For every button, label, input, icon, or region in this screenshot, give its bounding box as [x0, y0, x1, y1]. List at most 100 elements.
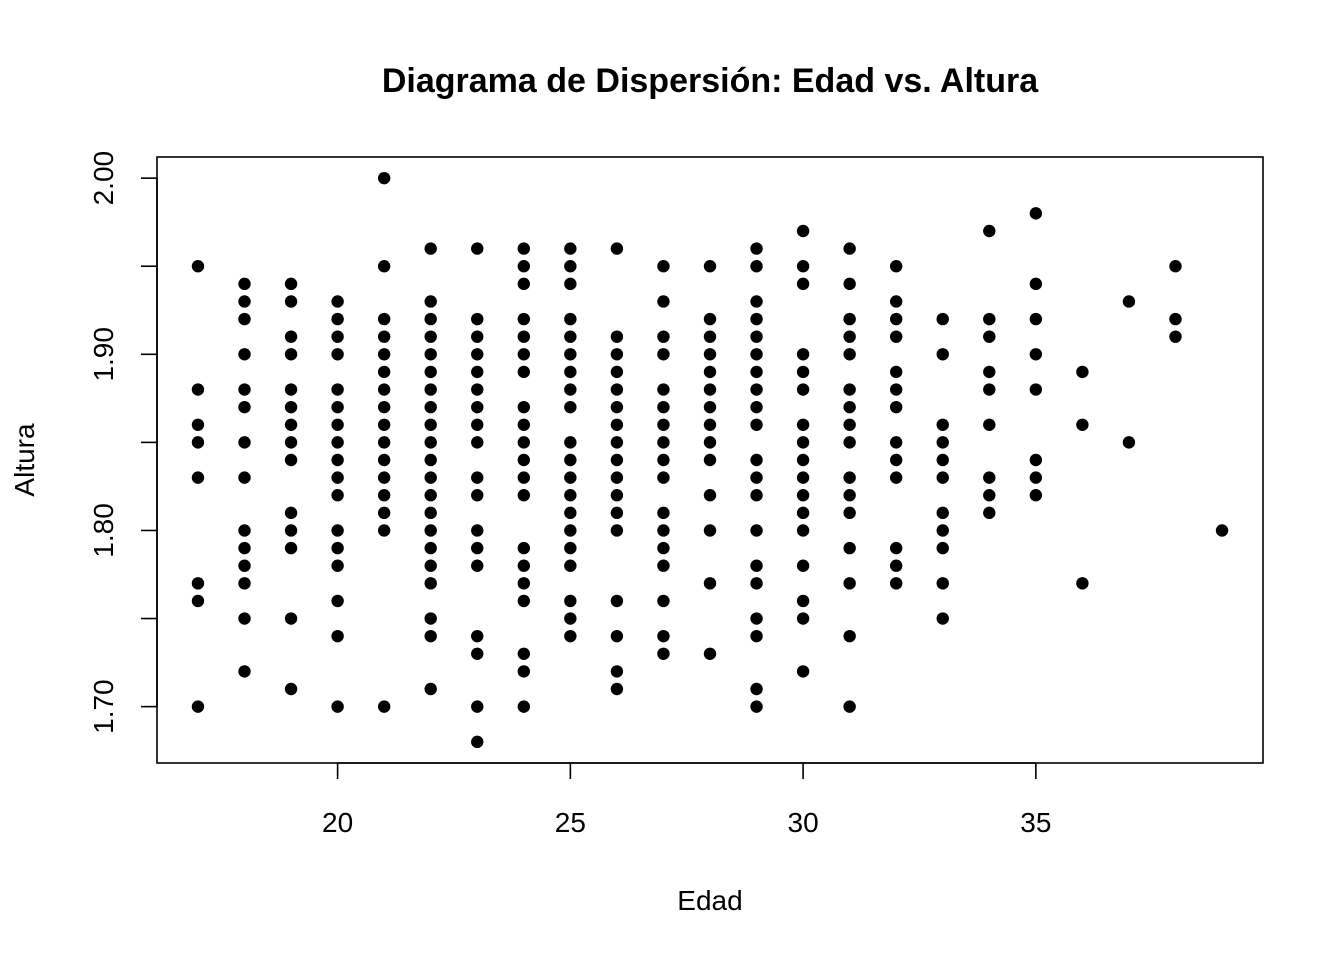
data-point [1029, 471, 1043, 484]
data-point [331, 594, 344, 608]
data-point [424, 559, 437, 572]
data-point [238, 277, 251, 291]
data-point [1029, 312, 1043, 326]
data-point [843, 629, 856, 643]
y-tick-label: 1.80 [88, 503, 119, 558]
data-point [843, 383, 856, 396]
data-point [1215, 524, 1229, 537]
data-point [750, 330, 763, 343]
data-point [517, 594, 531, 608]
data-point [936, 453, 949, 467]
data-point [564, 277, 577, 291]
data-point [703, 418, 717, 431]
data-point [843, 400, 856, 414]
data-point [424, 348, 437, 361]
data-point [377, 453, 391, 467]
data-point [610, 400, 624, 414]
data-point [889, 330, 903, 343]
data-point [843, 506, 856, 520]
data-point [750, 260, 763, 273]
data-point [377, 171, 391, 185]
data-point [610, 365, 624, 379]
data-point [703, 489, 717, 502]
data-point [238, 665, 251, 678]
data-point [331, 629, 344, 643]
data-point [284, 277, 298, 291]
y-axis: 1.70 1.80 1.90 2.00 [88, 151, 158, 734]
data-point [889, 453, 903, 467]
data-point [1029, 348, 1043, 361]
data-point [657, 541, 670, 555]
data-point [983, 489, 996, 502]
data-point [750, 400, 763, 414]
data-point [424, 436, 437, 449]
data-point [331, 471, 344, 484]
data-point [750, 577, 763, 590]
data-point [889, 383, 903, 396]
data-point [983, 471, 996, 484]
data-point [610, 524, 624, 537]
data-point [517, 541, 531, 555]
y-axis-label: Altura [9, 423, 40, 497]
data-point [657, 330, 670, 343]
data-point [843, 700, 856, 713]
data-point [238, 383, 251, 396]
data-point [517, 489, 531, 502]
data-point [424, 629, 437, 643]
data-point [424, 242, 437, 255]
data-point [471, 471, 484, 484]
data-point [610, 348, 624, 361]
data-point [610, 453, 624, 467]
data-point [377, 365, 391, 379]
data-point [471, 312, 484, 326]
data-point [703, 453, 717, 467]
data-point [564, 365, 577, 379]
data-point [657, 383, 670, 396]
data-point [843, 330, 856, 343]
data-point [983, 312, 996, 326]
data-point [238, 295, 251, 308]
data-point [796, 224, 810, 238]
data-point [471, 365, 484, 379]
data-point [284, 682, 298, 696]
data-point [610, 489, 624, 502]
data-point [657, 594, 670, 608]
data-point [843, 242, 856, 255]
data-point [750, 312, 763, 326]
data-point [471, 700, 484, 713]
data-point [424, 365, 437, 379]
x-tick-label: 35 [1020, 807, 1051, 838]
data-point [657, 629, 670, 643]
data-point [377, 330, 391, 343]
data-point [424, 682, 437, 696]
data-point [750, 418, 763, 431]
data-point [238, 524, 251, 537]
data-point [564, 489, 577, 502]
data-point [191, 418, 205, 431]
data-point [424, 400, 437, 414]
data-point [424, 418, 437, 431]
data-point [377, 471, 391, 484]
data-point [750, 559, 763, 572]
data-point [936, 436, 949, 449]
data-point [424, 524, 437, 537]
data-point [843, 577, 856, 590]
x-tick-label: 30 [788, 807, 819, 838]
data-point [471, 559, 484, 572]
data-point [471, 418, 484, 431]
data-point [424, 453, 437, 467]
data-point [657, 436, 670, 449]
data-point [796, 665, 810, 678]
data-point [703, 312, 717, 326]
data-point [703, 647, 717, 660]
data-point [610, 242, 624, 255]
data-point [750, 348, 763, 361]
data-point [564, 524, 577, 537]
data-point [471, 629, 484, 643]
data-point [331, 436, 344, 449]
data-point [610, 383, 624, 396]
data-point [796, 559, 810, 572]
data-point [936, 348, 949, 361]
data-point [843, 541, 856, 555]
data-point [936, 612, 949, 625]
